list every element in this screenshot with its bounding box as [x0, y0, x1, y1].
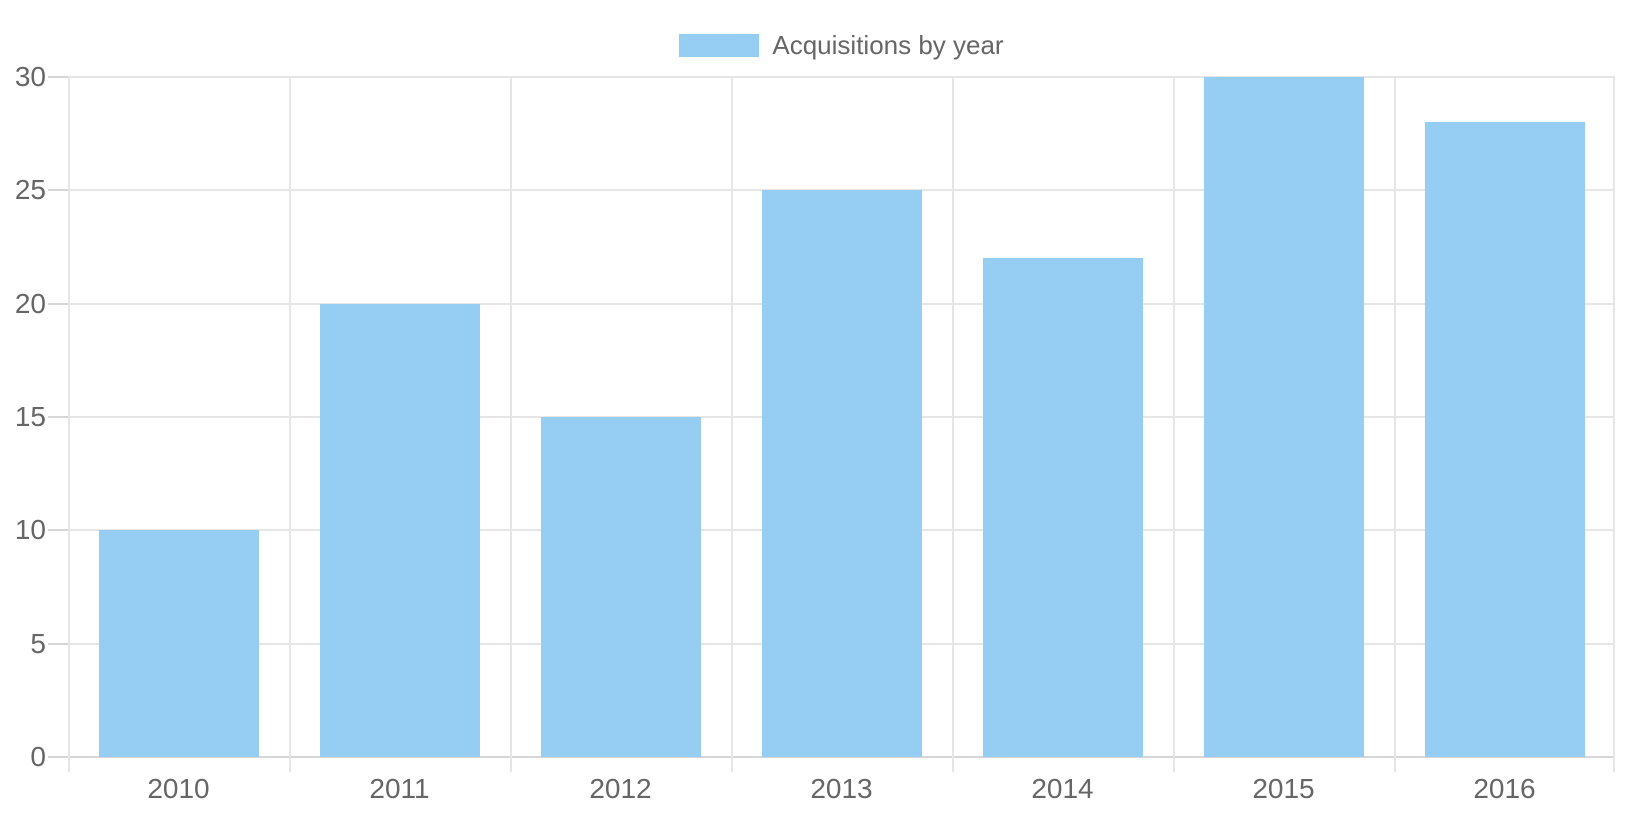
y-tick-label: 5: [30, 627, 46, 659]
x-tick-label: 2015: [1252, 773, 1315, 804]
x-tick-label: 2016: [1473, 773, 1536, 804]
x-tick-mark: [731, 757, 733, 772]
y-tick-mark: [48, 416, 68, 418]
bar-2014[interactable]: [983, 258, 1143, 757]
y-tick-mark: [48, 76, 68, 78]
legend-label: Acquisitions by year: [772, 30, 1004, 60]
y-tick-mark: [48, 642, 68, 645]
plot-area: 0 5 10 15 20 25 30 2010 2011 2012 2013 2014 2015 2016: [15, 63, 1615, 803]
bar-2012[interactable]: [541, 417, 701, 757]
bar-2010[interactable]: [99, 530, 259, 757]
x-gridline: [1394, 77, 1396, 757]
x-tick-mark: [68, 757, 70, 772]
bar-2011[interactable]: [320, 304, 480, 757]
x-tick-mark: [510, 757, 512, 772]
x-tick-label: 2013: [810, 773, 873, 804]
y-tick-mark: [48, 189, 68, 192]
x-gridline: [731, 77, 733, 757]
x-gridline: [510, 77, 512, 757]
y-tick-mark: [48, 529, 68, 532]
x-gridline: [1173, 77, 1175, 757]
x-axis-line: [68, 756, 1615, 758]
bar-2016[interactable]: [1425, 122, 1585, 757]
x-gridline: [952, 77, 954, 757]
x-tick-mark: [1394, 757, 1396, 772]
y-tick-label: 20: [14, 287, 46, 319]
y-tick-label: 15: [14, 401, 46, 432]
x-tick-label: 2010: [147, 773, 210, 804]
legend-swatch: [679, 33, 760, 57]
x-tick-mark: [289, 757, 291, 772]
y-tick-mark: [48, 756, 68, 758]
y-axis-line: [68, 77, 70, 757]
y-gridline: [68, 76, 1615, 78]
y-tick-label: 10: [14, 514, 46, 546]
x-gridline: [289, 77, 291, 757]
bar-2015[interactable]: [1204, 77, 1364, 757]
x-tick-label: 2011: [369, 773, 430, 804]
x-tick-mark: [1173, 757, 1175, 772]
y-tick-label: 25: [14, 174, 46, 206]
y-tick-label: 0: [30, 741, 46, 772]
y-tick-mark: [48, 302, 68, 305]
x-tick-label: 2012: [589, 773, 652, 804]
x-tick-mark: [952, 757, 954, 772]
x-gridline: [1613, 77, 1615, 757]
x-tick-label: 2014: [1031, 773, 1094, 804]
y-tick-label: 30: [14, 61, 46, 92]
x-tick-mark: [1613, 757, 1615, 772]
bar-2013[interactable]: [762, 190, 922, 757]
legend-item[interactable]: Acquisitions by year: [68, 31, 1615, 59]
